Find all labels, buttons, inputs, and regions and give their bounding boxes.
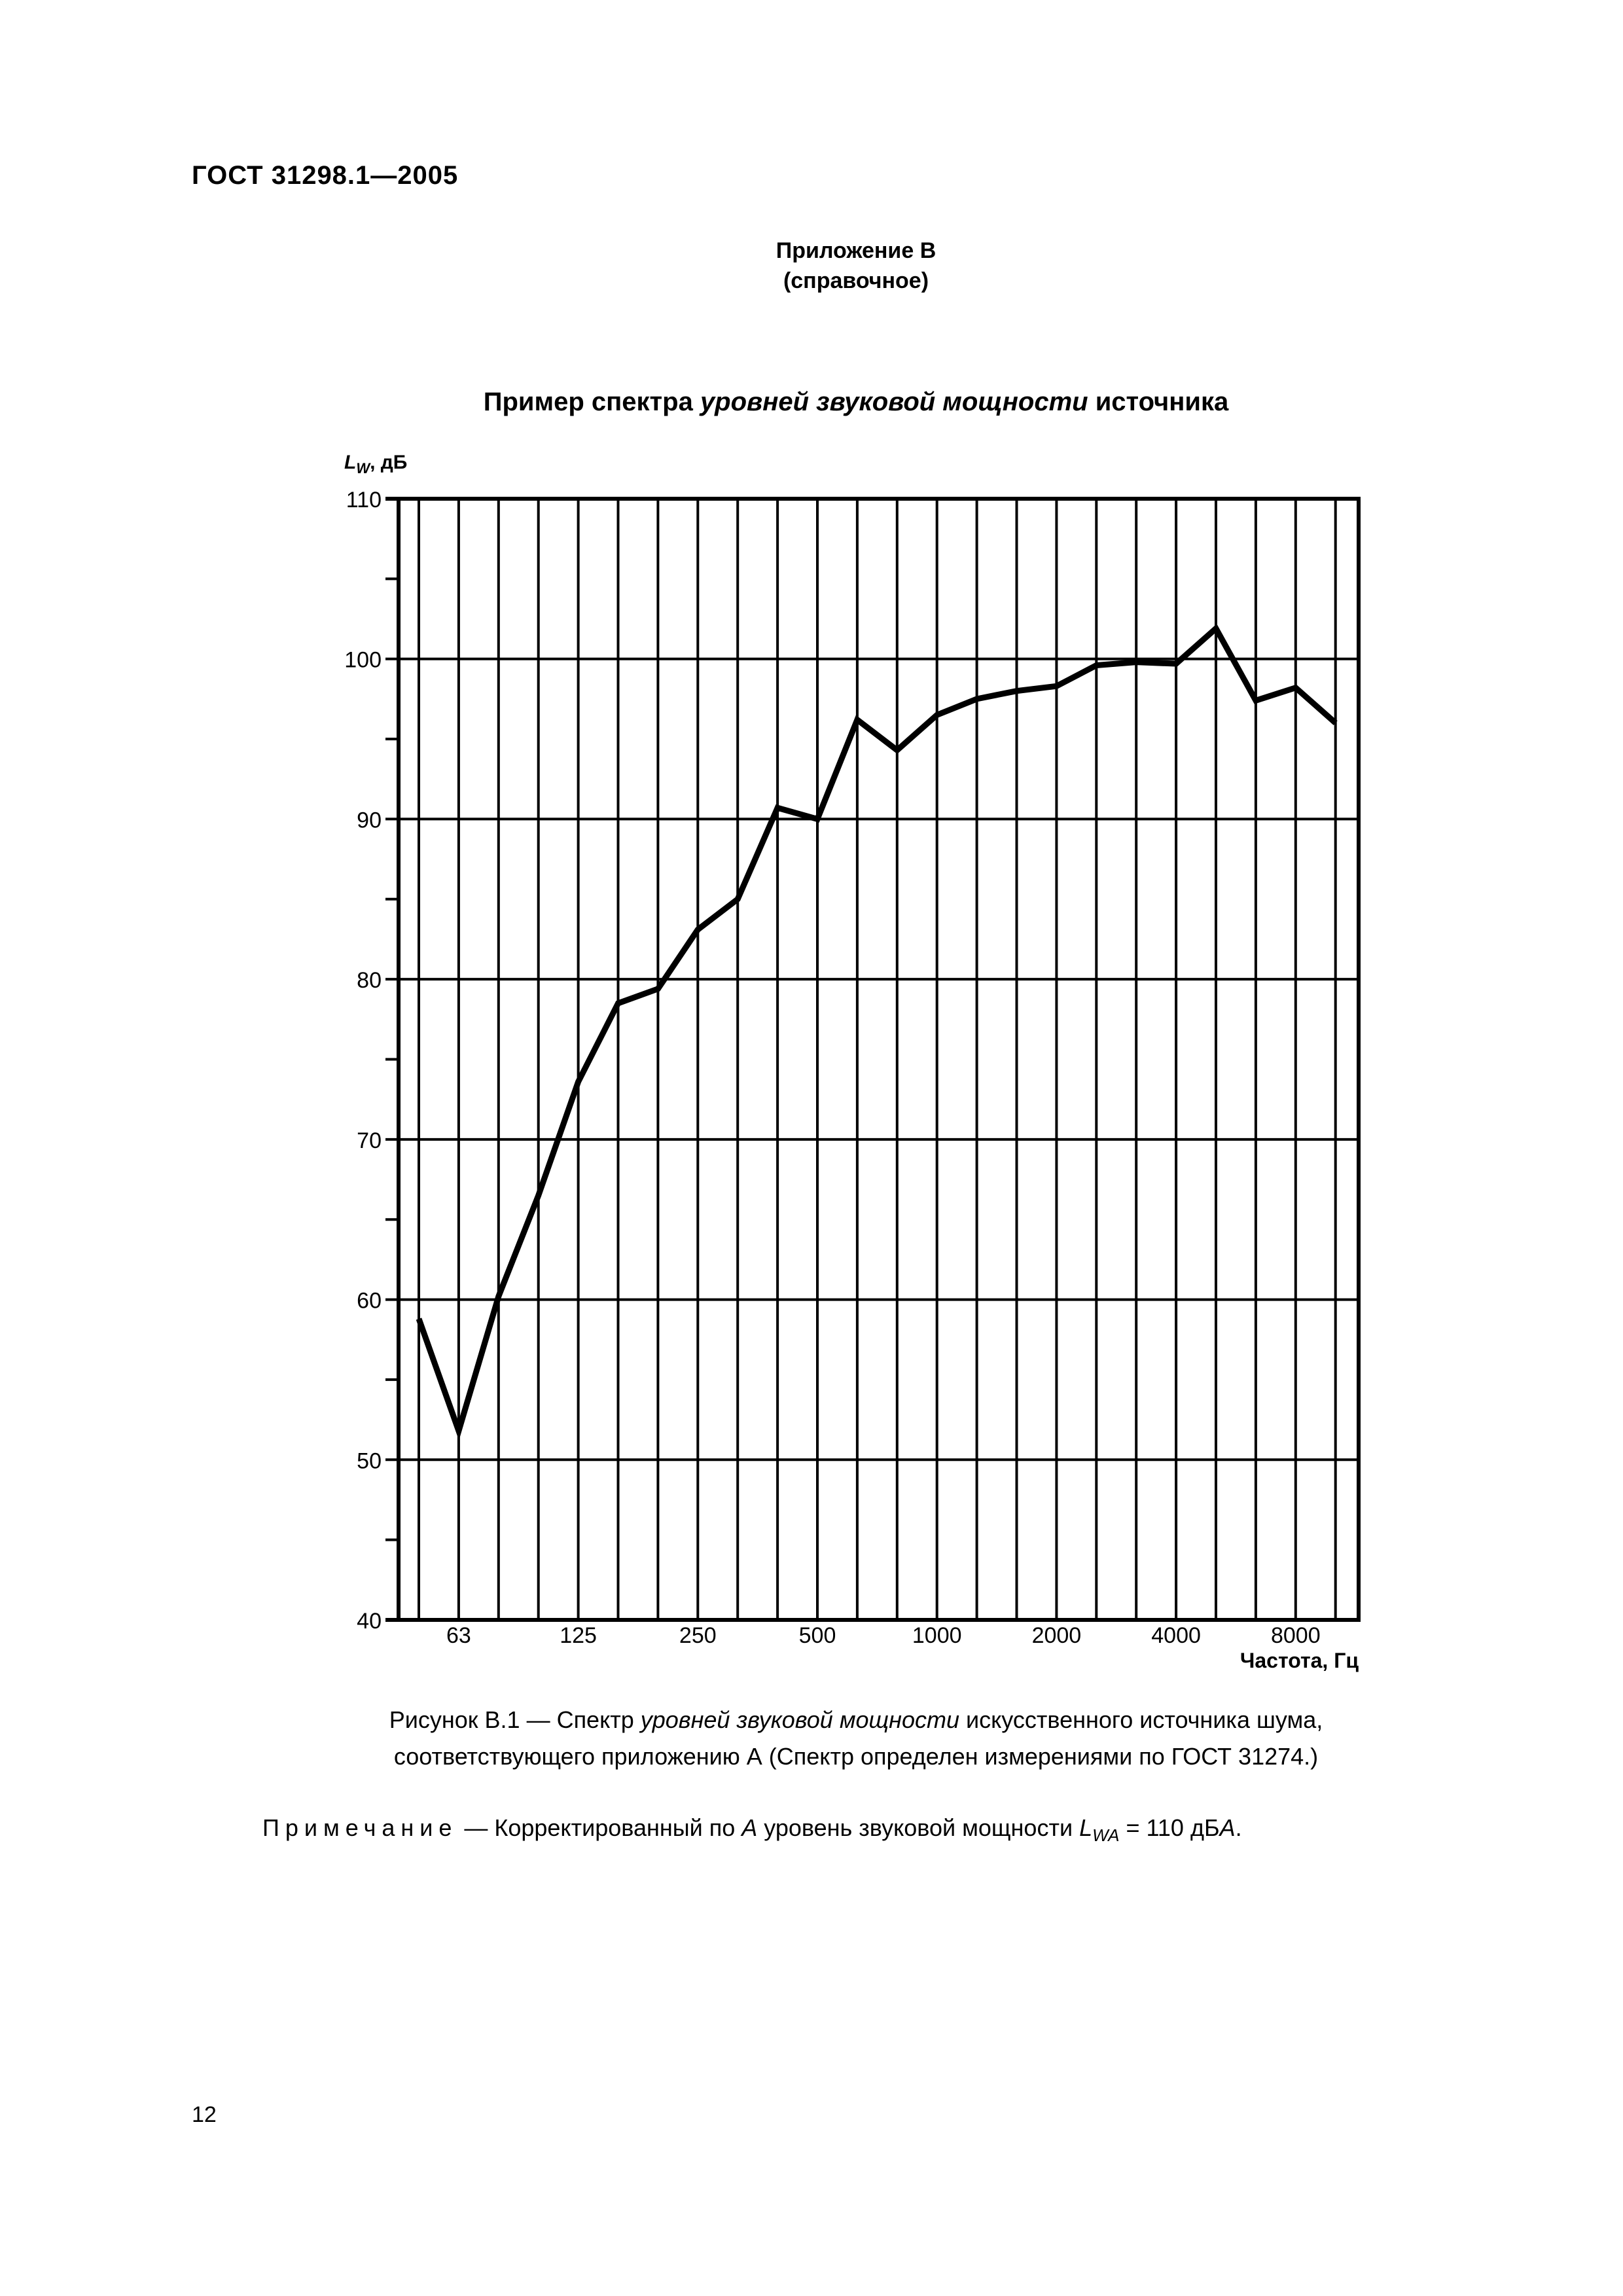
x-tick-label: 2000 [1032, 1623, 1082, 1648]
page-number: 12 [192, 2102, 217, 2127]
caption-line-1: Рисунок В.1 — Спектр уровней звуковой мо… [196, 1702, 1516, 1738]
y-tick-label: 90 [357, 808, 382, 833]
x-tick-label: 250 [679, 1623, 717, 1648]
note-symbol: L [1079, 1814, 1093, 1841]
note-italic: А [1219, 1814, 1236, 1841]
caption-line-2: соответствующего приложению А (Спектр оп… [393, 1743, 1319, 1770]
y-axis-subscript: W [356, 460, 370, 476]
x-axis-label: Частота, Гц [1240, 1649, 1359, 1672]
y-tick-label: 70 [357, 1128, 382, 1153]
title-part: Пример спектра [483, 387, 700, 416]
y-axis-unit: , дБ [370, 452, 408, 473]
figure-caption: Рисунок В.1 — Спектр уровней звуковой мо… [196, 1702, 1516, 1775]
y-tick-label: 50 [357, 1448, 382, 1473]
x-tick-label: 1000 [912, 1623, 962, 1648]
y-tick-label: 110 [346, 488, 382, 512]
x-tick-label: 4000 [1151, 1623, 1201, 1648]
note-text: = 110 дБ [1119, 1814, 1220, 1841]
caption-text: искусственного источника шума, [959, 1706, 1323, 1733]
caption-italic: уровней звуковой мощности [640, 1706, 960, 1733]
y-tick-label: 100 [344, 648, 382, 673]
y-tick-label: 40 [357, 1609, 382, 1634]
x-tick-label: 500 [799, 1623, 836, 1648]
y-axis-symbol: L [344, 452, 357, 473]
note-text: — Корректированный по [457, 1814, 742, 1841]
title-italic-part: уровней звуковой мощности [700, 387, 1088, 416]
y-axis-label: LW, дБ [344, 452, 407, 477]
spectrum-line [416, 624, 1338, 1441]
x-tick-label: 125 [560, 1623, 597, 1648]
figure-title: Пример спектра уровней звуковой мощности… [196, 387, 1516, 417]
note-italic: А [741, 1814, 758, 1841]
note: Примечание — Корректированный по А урове… [262, 1814, 1242, 1846]
note-subscript: WA [1092, 1825, 1120, 1846]
spectrum-chart: 40 50 60 70 80 90 100 110 63 125 250 500 1000 2000 400… [344, 488, 1361, 1672]
annex-title: Приложение В [776, 238, 936, 263]
document-header: ГОСТ 31298.1—2005 [192, 161, 459, 190]
x-tick-label: 63 [446, 1623, 471, 1648]
note-text: . [1235, 1814, 1242, 1841]
caption-text: Рисунок В.1 — Спектр [389, 1706, 641, 1733]
y-tick-label: 60 [357, 1289, 382, 1314]
title-part: источника [1088, 387, 1229, 416]
note-text: уровень звуковой мощности [757, 1814, 1080, 1841]
annex-type: (справочное) [783, 268, 929, 293]
x-tick-label: 8000 [1271, 1623, 1321, 1648]
note-label: Примечание [262, 1814, 458, 1841]
y-tick-label: 80 [357, 968, 382, 993]
